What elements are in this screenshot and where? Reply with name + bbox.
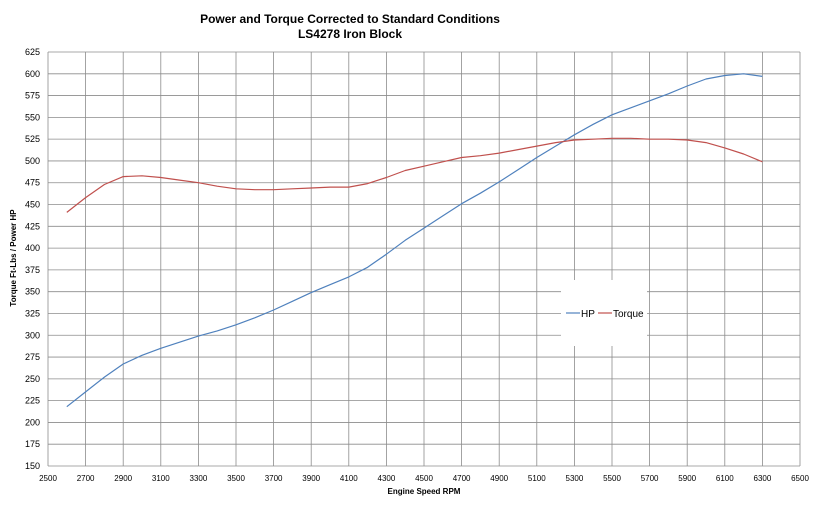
y-tick-label: 575 — [25, 91, 40, 101]
y-tick-label: 275 — [25, 352, 40, 362]
x-axis-label: Engine Speed RPM — [388, 487, 461, 496]
legend: HP Torque — [561, 280, 647, 346]
y-tick-label: 250 — [25, 374, 40, 384]
y-axis-label: Torque Ft-Lbs / Power HP — [9, 209, 18, 307]
x-tick-label: 3300 — [190, 474, 208, 483]
tick-labels: 150 175 200 225 250 275 300 325 350 375 400 425 450 4… — [25, 47, 809, 483]
x-tick-label: 6100 — [716, 474, 734, 483]
series-lines — [66, 73, 763, 408]
x-tick-label: 5700 — [641, 474, 659, 483]
x-tick-label: 5300 — [566, 474, 584, 483]
y-tick-label: 450 — [25, 200, 40, 210]
x-tick-label: 2900 — [114, 474, 132, 483]
x-tick-label: 3500 — [227, 474, 245, 483]
chart-title: Power and Torque Corrected to Standard C… — [200, 12, 500, 26]
x-tick-label: 5900 — [678, 474, 696, 483]
x-tick-label: 3100 — [152, 474, 170, 483]
x-tick-label: 4300 — [378, 474, 396, 483]
legend-label-hp: HP — [581, 309, 595, 320]
y-tick-label: 325 — [25, 308, 40, 318]
y-tick-label: 400 — [25, 243, 40, 253]
x-tick-label: 6500 — [791, 474, 809, 483]
y-tick-label: 625 — [25, 47, 40, 57]
x-tick-label: 4100 — [340, 474, 358, 483]
y-tick-label: 300 — [25, 330, 40, 340]
chart-subtitle: LS4278 Iron Block — [297, 27, 403, 41]
x-tick-label: 4900 — [490, 474, 508, 483]
x-tick-label: 2700 — [77, 474, 95, 483]
x-tick-label: 5100 — [528, 474, 546, 483]
y-tick-label: 425 — [25, 221, 40, 231]
x-tick-label: 2500 — [39, 474, 57, 483]
x-tick-label: 3900 — [302, 474, 320, 483]
y-tick-label: 375 — [25, 265, 40, 275]
series-line-torque — [66, 137, 763, 213]
grid — [47, 51, 801, 467]
x-tick-label: 5500 — [603, 474, 621, 483]
x-tick-label: 4700 — [453, 474, 471, 483]
y-tick-label: 175 — [25, 439, 40, 449]
x-tick-label: 3700 — [265, 474, 283, 483]
y-tick-label: 225 — [25, 396, 40, 406]
y-tick-label: 525 — [25, 134, 40, 144]
y-tick-label: 550 — [25, 112, 40, 122]
x-tick-label: 6300 — [754, 474, 772, 483]
x-tick-label: 4500 — [415, 474, 433, 483]
y-tick-label: 500 — [25, 156, 40, 166]
y-tick-label: 600 — [25, 69, 40, 79]
series-line-hp — [66, 73, 763, 408]
y-tick-label: 200 — [25, 417, 40, 427]
y-tick-label: 150 — [25, 461, 40, 471]
y-tick-label: 475 — [25, 178, 40, 188]
y-tick-label: 350 — [25, 287, 40, 297]
legend-label-torque: Torque — [613, 309, 644, 320]
